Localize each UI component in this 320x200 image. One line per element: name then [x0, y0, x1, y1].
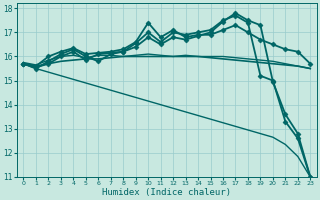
X-axis label: Humidex (Indice chaleur): Humidex (Indice chaleur) [102, 188, 231, 197]
